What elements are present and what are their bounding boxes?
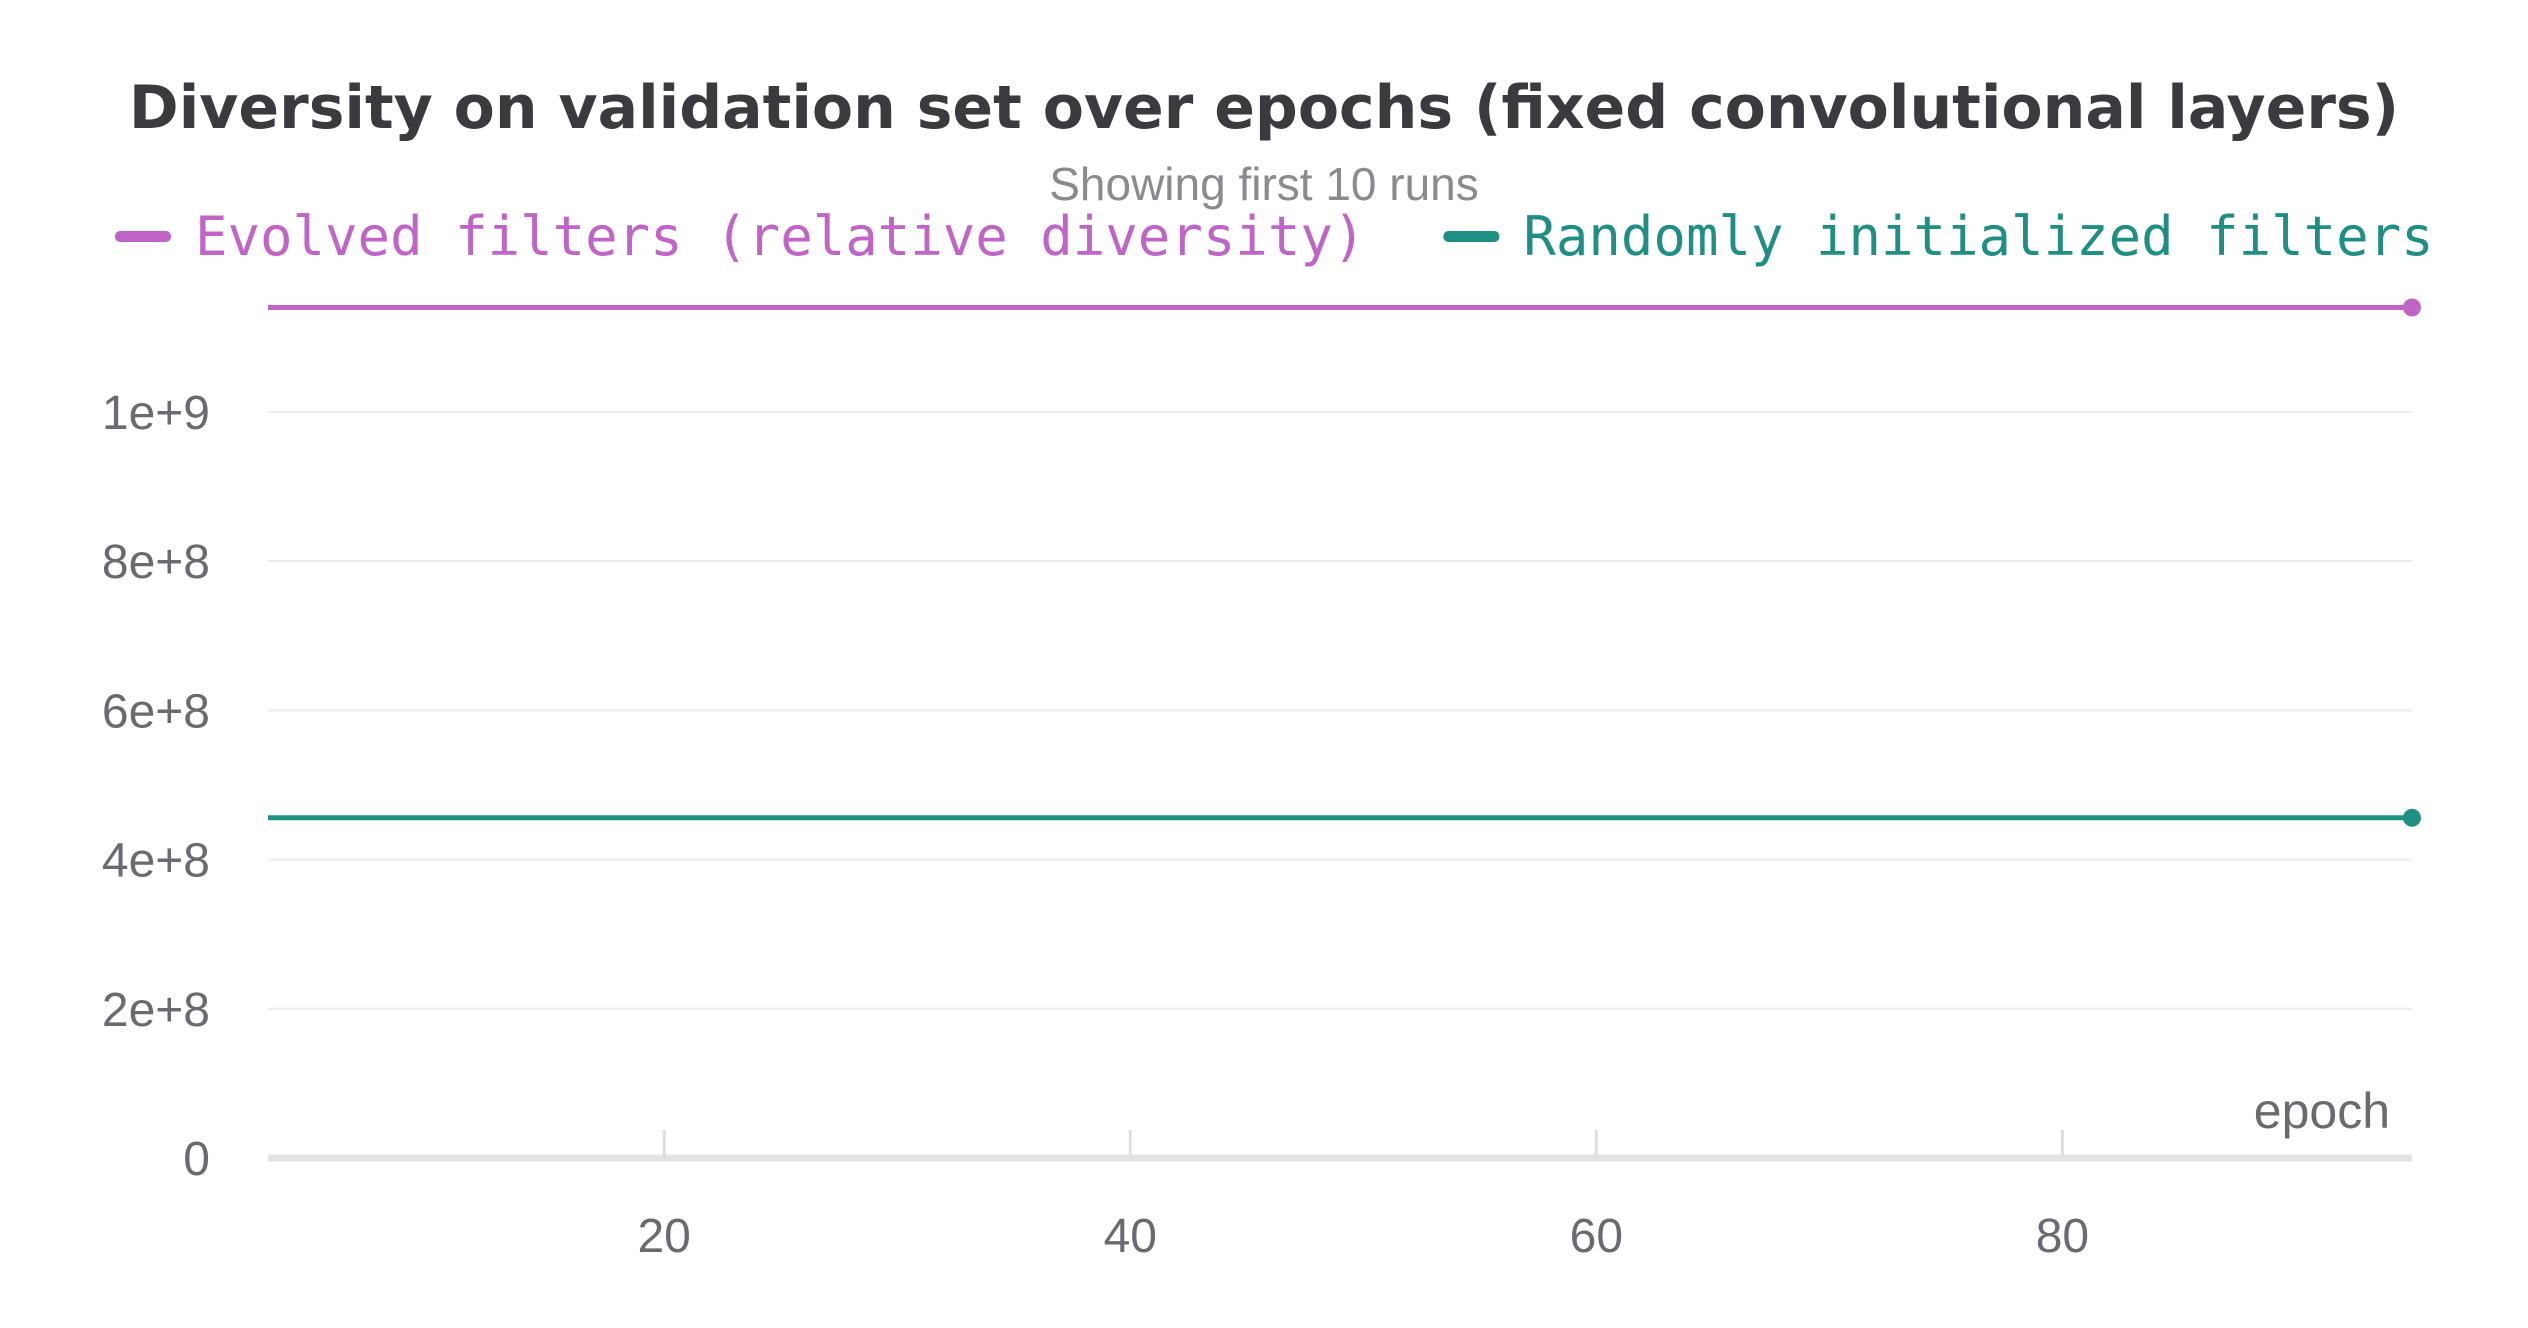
x-tick-label: 40 xyxy=(1104,1210,1157,1263)
x-tick-label: 80 xyxy=(2036,1210,2089,1263)
grid xyxy=(268,410,2412,1010)
legend-label: Randomly initialized filters xyxy=(1523,205,2433,268)
legend: Evolved filters (relative diversity) Rand… xyxy=(115,205,2434,268)
y-tick-label: 6e+8 xyxy=(102,685,210,738)
legend-swatch xyxy=(115,231,171,242)
series-endpoint-1 xyxy=(2403,298,2421,317)
chart-subtitle: Showing first 10 runs xyxy=(1049,158,1479,210)
y-tick-label: 8e+8 xyxy=(102,536,210,589)
y-tick-label: 0 xyxy=(183,1133,210,1186)
series-endpoint-2 xyxy=(2403,808,2421,827)
series-group xyxy=(268,298,2421,827)
y-tick-label: 1e+9 xyxy=(102,387,210,440)
chart-title: Diversity on validation set over epochs … xyxy=(129,73,2399,143)
y-tick-label: 2e+8 xyxy=(102,984,210,1037)
legend-label: Evolved filters (relative diversity) xyxy=(195,205,1365,268)
y-axis: 0 2e+8 4e+8 6e+8 8e+8 1e+9 xyxy=(102,387,210,1186)
x-tick-label: 20 xyxy=(637,1210,690,1263)
legend-item-1[interactable]: Evolved filters (relative diversity) xyxy=(115,205,1365,268)
y-tick-label: 4e+8 xyxy=(102,835,210,888)
legend-item-2[interactable]: Randomly initialized filters xyxy=(1443,205,2434,268)
x-tick-label: 60 xyxy=(1570,1210,1623,1263)
x-axis-label: epoch xyxy=(2254,1083,2390,1139)
legend-swatch xyxy=(1443,231,1500,242)
x-axis: 20 40 60 80 xyxy=(268,1130,2412,1263)
